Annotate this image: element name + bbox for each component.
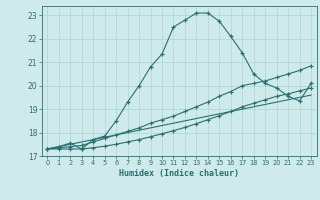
X-axis label: Humidex (Indice chaleur): Humidex (Indice chaleur) [119,169,239,178]
